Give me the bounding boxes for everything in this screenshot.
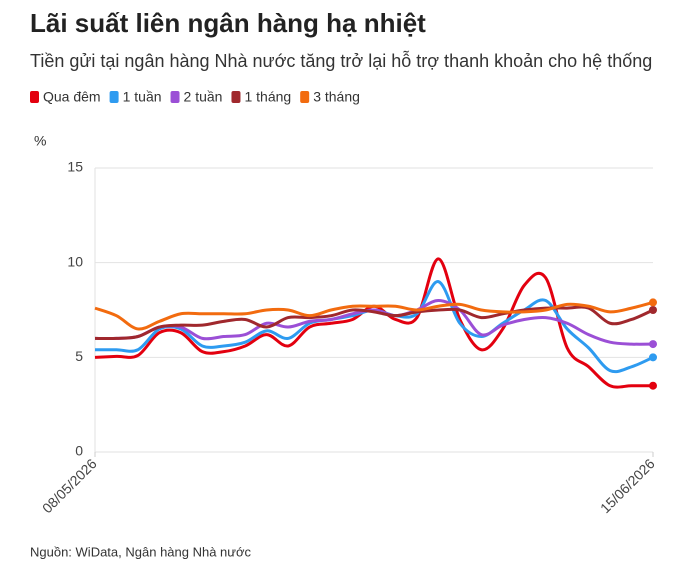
series-line xyxy=(94,300,654,331)
legend-swatch xyxy=(231,91,241,103)
x-tick-label: 08/05/2026 xyxy=(39,455,100,516)
series-line xyxy=(94,305,654,341)
legend-swatch xyxy=(300,91,310,103)
legend-label: 2 tuần xyxy=(184,89,223,105)
x-tick-label: 15/06/2026 xyxy=(597,455,658,516)
y-tick-label: 10 xyxy=(67,253,83,269)
end-point xyxy=(649,306,657,314)
end-point xyxy=(649,353,657,362)
legend-label: 1 tuần xyxy=(123,89,162,105)
y-tick-label: 15 xyxy=(67,159,83,175)
end-point xyxy=(649,381,657,390)
chart-title: Lãi suất liên ngân hàng hạ nhiệt xyxy=(30,8,426,38)
series-line xyxy=(94,299,654,346)
y-axis-label: % xyxy=(34,133,46,149)
chart-subtitle: Tiền gửi tại ngân hàng Nhà nước tăng trở… xyxy=(30,50,652,71)
y-tick-label: 0 xyxy=(75,443,83,459)
legend-label: Qua đêm xyxy=(43,89,101,105)
end-point xyxy=(649,298,657,307)
legend-label: 3 tháng xyxy=(313,89,360,105)
legend-label: 1 tháng xyxy=(244,89,291,105)
legend-swatch xyxy=(30,91,39,103)
end-point xyxy=(649,340,657,349)
legend-swatch xyxy=(109,91,119,103)
y-tick-label: 5 xyxy=(75,348,83,364)
legend-swatch xyxy=(170,91,180,103)
source: Nguồn: WiData, Ngân hàng Nhà nước xyxy=(30,544,252,559)
